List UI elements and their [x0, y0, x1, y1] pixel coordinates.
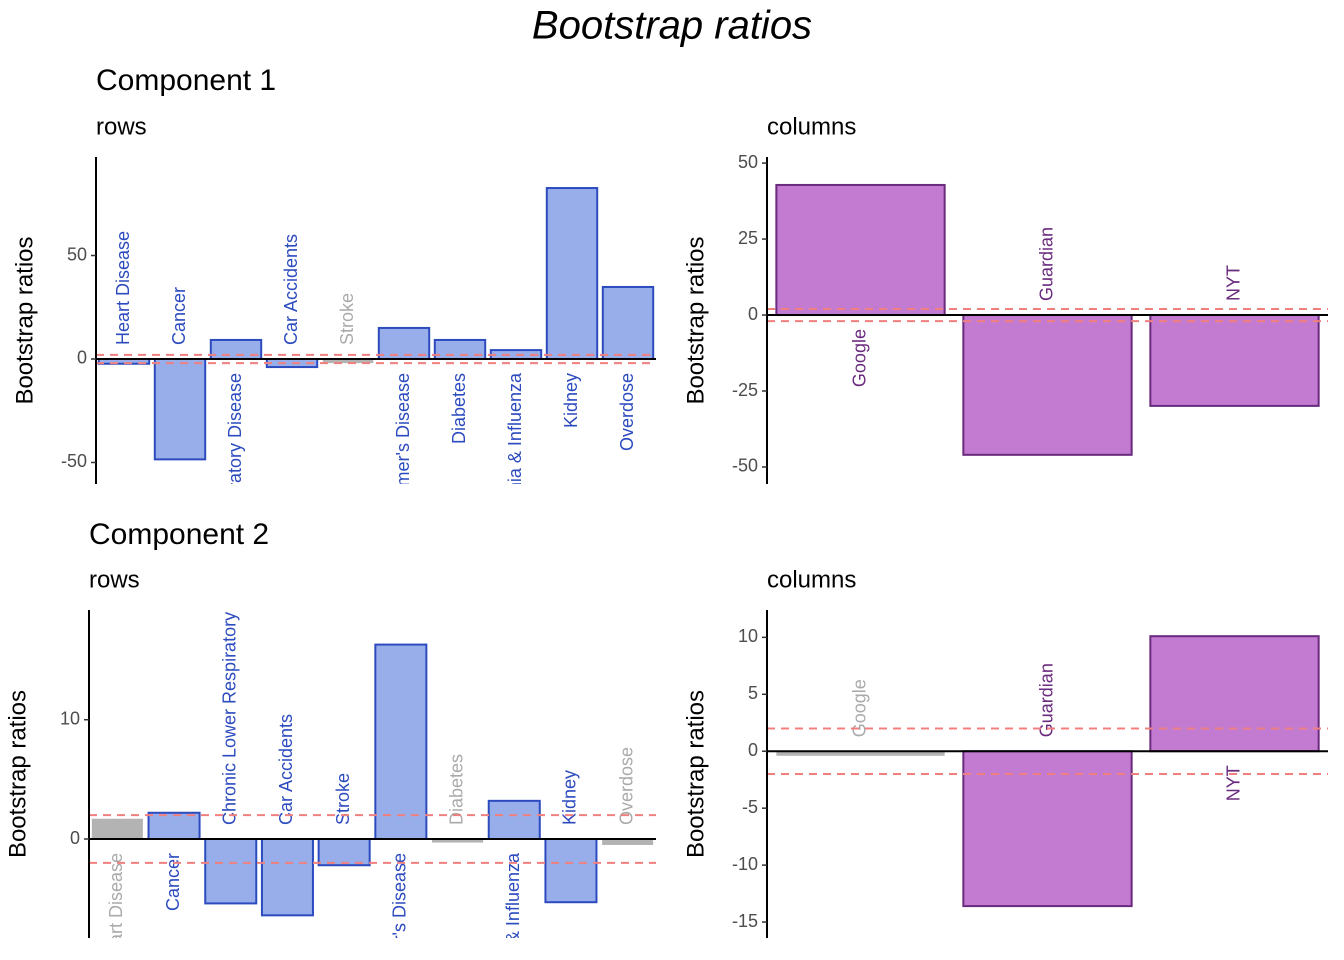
panel-title: Component 2: [89, 518, 269, 551]
bar: [322, 358, 374, 364]
bar: [776, 751, 945, 756]
bar: [1149, 314, 1320, 407]
plot-area: Heart Disease Cancer Chronic Lower Respira…: [96, 187, 656, 656]
panel-subtitle: rows: [96, 113, 147, 140]
bar-label: Diabetes: [449, 373, 469, 444]
bar-label: Google: [849, 329, 869, 387]
bar-label: Overdose: [616, 747, 636, 825]
bar-label: Chronic Lower Respiratory Disease: [220, 542, 240, 825]
main-title: Bootstrap ratios: [532, 4, 812, 48]
bar-label: Stroke: [337, 293, 357, 345]
bar: [544, 838, 598, 904]
y-tick-label: 0: [748, 304, 758, 324]
bar-label: Car Accidents: [276, 714, 296, 825]
y-axis-label: Bootstrap ratios: [682, 236, 709, 404]
bar: [317, 838, 371, 867]
bar: [433, 338, 487, 360]
y-tick-label: 25: [738, 228, 758, 248]
bar-label: Heart Disease: [113, 231, 133, 345]
y-axis-label: Bootstrap ratios: [11, 236, 38, 404]
panel-subtitle: rows: [89, 566, 140, 593]
bar: [374, 643, 428, 841]
y-tick-label: 10: [738, 626, 758, 646]
bar: [545, 187, 599, 360]
y-tick-label: -5: [742, 797, 758, 817]
bar-label: Alzheimer's Disease: [393, 373, 413, 536]
bar-label: Cancer: [163, 853, 183, 911]
bar-label: Guardian: [1036, 663, 1056, 737]
bar-label: Kidney: [560, 770, 580, 825]
bar: [487, 799, 541, 841]
y-tick-label: -10: [732, 854, 758, 874]
bar-label: Stroke: [333, 773, 353, 825]
bar: [602, 839, 654, 845]
bar-label: Kidney: [561, 373, 581, 428]
bar-label: Heart Disease: [106, 853, 126, 960]
bar: [432, 839, 484, 843]
y-tick-label: -15: [732, 911, 758, 931]
y-tick-label: -25: [732, 380, 758, 400]
bar: [775, 183, 946, 317]
bar: [91, 818, 143, 840]
y-axis-label: Bootstrap ratios: [682, 690, 709, 858]
bar-label: Cancer: [169, 287, 189, 345]
bar: [209, 338, 263, 360]
y-tick-label: -50: [732, 456, 758, 476]
bar-label: Alzheimer's Disease: [390, 853, 410, 960]
y-tick-label: -50: [61, 451, 87, 471]
plot-area: Google Guardian NYT: [767, 635, 1328, 908]
y-tick-label: 0: [748, 740, 758, 760]
bar-label: NYT: [1223, 265, 1243, 301]
bar-label: Overdose: [617, 373, 637, 451]
panel-title: Component 1: [96, 64, 276, 97]
y-tick-label: 0: [77, 348, 87, 368]
y-tick-label: 50: [67, 244, 87, 264]
bar-label: Chronic Lower Respiratory Disease: [225, 373, 245, 656]
bar-label: Guardian: [1036, 227, 1056, 301]
plot-area: Heart Disease Cancer Chronic Lower Respira…: [89, 542, 656, 960]
y-tick-label: 50: [738, 152, 758, 172]
bar: [1149, 635, 1320, 753]
bar-label: Diabetes: [446, 754, 466, 825]
bar-label: Google: [849, 679, 869, 737]
bar-label: NYT: [1223, 765, 1243, 801]
y-axis-label: Bootstrap ratios: [4, 690, 31, 858]
panel-subtitle: columns: [767, 113, 856, 140]
bar: [153, 357, 207, 461]
bar: [601, 285, 655, 360]
panel-subtitle: columns: [767, 566, 856, 593]
bar-label: Pneumonia & Influenza: [503, 852, 523, 960]
plot-area: Google Guardian NYT: [767, 183, 1328, 456]
bar-label: Car Accidents: [281, 234, 301, 345]
bar: [377, 326, 431, 360]
bar: [962, 314, 1133, 456]
bar: [260, 838, 314, 917]
bar: [204, 838, 258, 905]
y-tick-label: 5: [748, 683, 758, 703]
y-tick-label: 0: [70, 828, 80, 848]
bar-label: Pneumonia & Influenza: [505, 372, 525, 559]
bar: [147, 811, 201, 841]
y-tick-label: 10: [60, 708, 80, 728]
